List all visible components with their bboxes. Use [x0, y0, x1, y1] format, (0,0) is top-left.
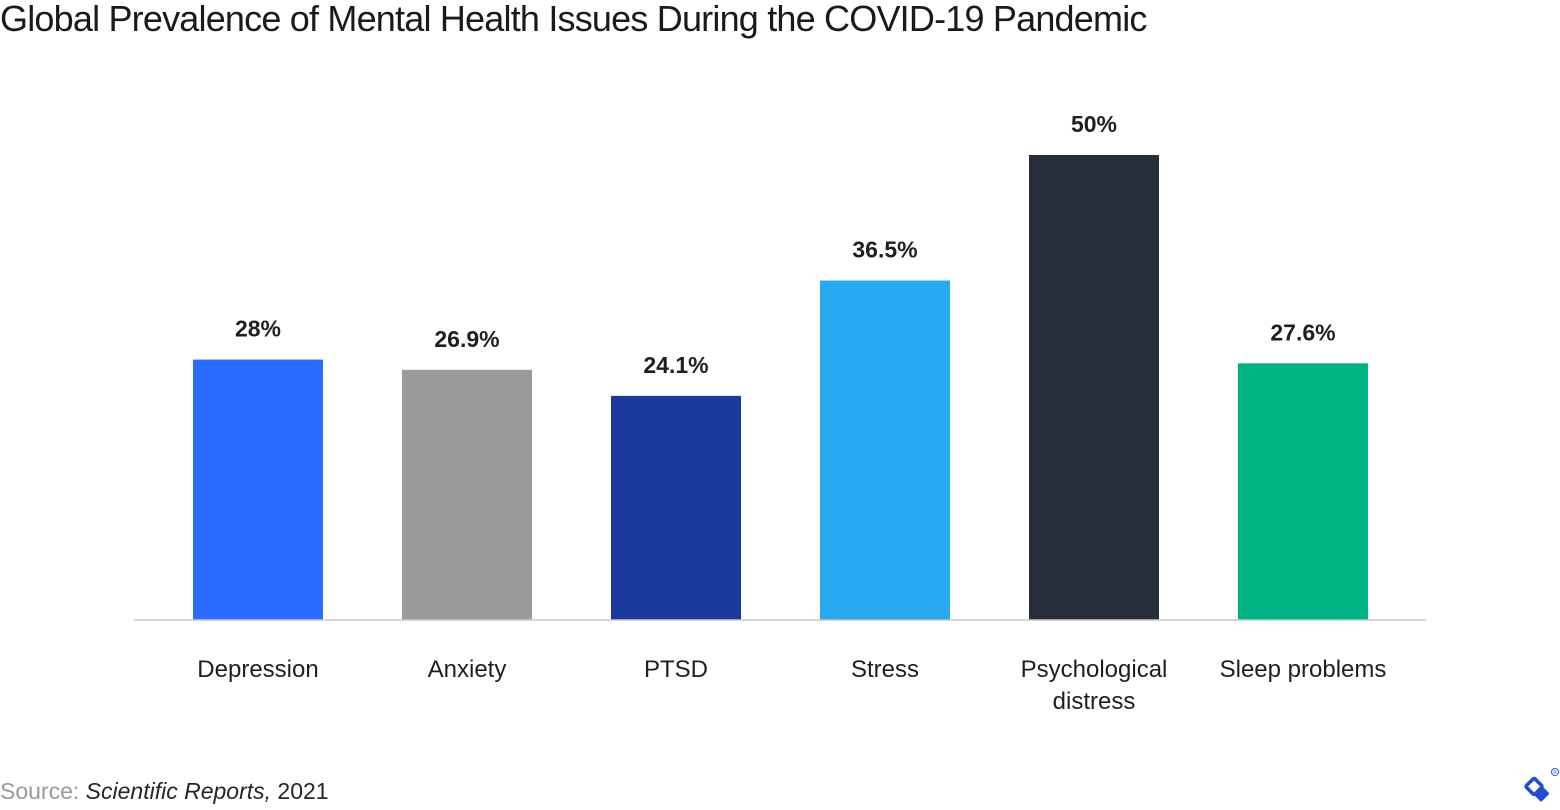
category-label: Sleep problems	[1220, 656, 1387, 683]
category-label: Anxiety	[428, 656, 507, 683]
source-label: Source:	[0, 778, 86, 804]
value-labels-layer: 28% 26.9% 24.1% 36.5% 50% 27.6%	[235, 111, 1336, 378]
bar-anxiety	[402, 369, 532, 620]
value-label: 50%	[1071, 111, 1117, 137]
value-label: 24.1%	[643, 352, 708, 378]
value-label: 27.6%	[1270, 319, 1335, 345]
category-label: Psychological distress	[1021, 656, 1168, 715]
category-label: Stress	[851, 656, 919, 683]
source-publication: Scientific Reports,	[85, 778, 272, 804]
chart-title: Global Prevalence of Mental Health Issue…	[0, 0, 1147, 39]
bar-depression	[193, 359, 323, 620]
svg-text:R: R	[1553, 770, 1557, 776]
bar-psychological-distress	[1029, 155, 1159, 620]
source-year: 2021	[271, 778, 329, 804]
bars-layer	[193, 155, 1368, 620]
value-label: 28%	[235, 316, 281, 342]
bar-stress	[820, 280, 950, 620]
bar-ptsd	[611, 395, 741, 620]
value-label: 36.5%	[852, 237, 917, 263]
bar-sleep-problems	[1238, 363, 1368, 620]
category-labels-layer: Depression Anxiety PTSD Stress Psychological…	[197, 656, 1386, 715]
toptal-logo-icon: R	[1524, 767, 1560, 802]
source-footer: Source: Scientific Reports, 2021	[0, 778, 329, 805]
category-label: Depression	[197, 656, 318, 683]
category-label: PTSD	[644, 656, 708, 683]
value-label: 26.9%	[434, 326, 499, 352]
